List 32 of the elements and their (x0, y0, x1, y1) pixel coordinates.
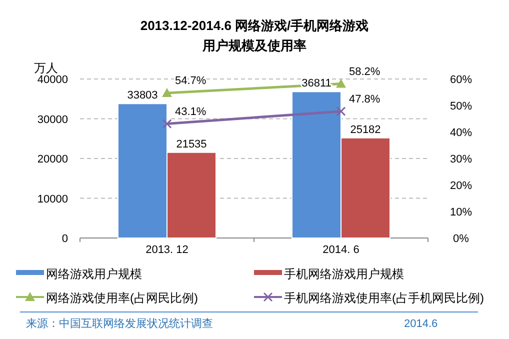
text: 2014.6 (404, 318, 438, 330)
legend-label: 手机网络游戏用户规模 (284, 267, 404, 281)
data-label: 43.1% (175, 106, 206, 118)
y2-tick-label: 40% (450, 127, 472, 139)
x-tick-label: 2014. 6 (322, 244, 360, 256)
y-tick-label: 40000 (37, 74, 68, 86)
point (336, 106, 346, 116)
data-label: 54.7% (175, 75, 206, 88)
y-tick-label: 30000 (37, 114, 68, 126)
data-label: 25182 (350, 124, 381, 136)
point (162, 119, 172, 129)
y-tick-label: 20000 (37, 154, 68, 166)
y-tick-label: 0 (62, 233, 68, 245)
y2-tick-label: 20% (450, 180, 472, 192)
data-label: 47.8% (349, 93, 380, 106)
y-axis-title: 万人 (34, 61, 58, 75)
y2-tick-label: 50% (450, 100, 472, 112)
legend-label: 手机网络游戏使用率(占手机网民比例) (284, 291, 484, 305)
y-tick-label: 10000 (37, 193, 68, 206)
x-tick-label: 2013. 12 (146, 244, 188, 256)
y2-tick-label: 0% (453, 233, 470, 245)
data-label: 21535 (176, 138, 207, 150)
source-note: 来源：中国互联网络发展状况统计调查 (26, 317, 213, 330)
data-label: 33803 (127, 90, 158, 102)
legend-label: 网络游戏使用率(占网民比例) (46, 291, 198, 305)
y2-tick-label: 30% (450, 154, 472, 166)
chart-subtitle: 用户规模及使用率 (202, 38, 306, 53)
y2-tick-label: 60% (450, 74, 472, 86)
y2-tick-label: 10% (450, 206, 472, 218)
legend-label: 网络游戏用户规模 (46, 267, 142, 281)
data-label: 58.2% (349, 66, 380, 78)
chart-title: 2013.12-2014.6 网络游戏/手机网络游戏 (140, 18, 369, 33)
